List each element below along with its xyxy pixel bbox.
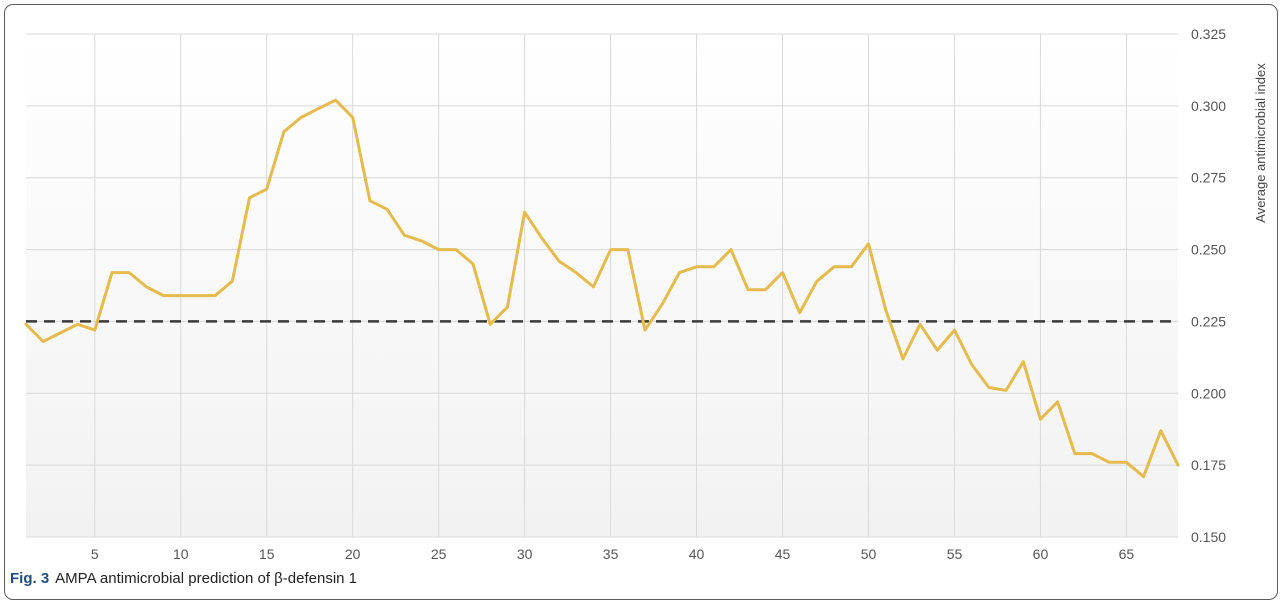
x-axis-ticks: 5 10 15 20 25 30 35 40 45 50 55 60 65 [91,546,1135,562]
x-tick-label: 50 [861,546,877,562]
grid-lines [26,33,1178,538]
plot-background [26,34,1178,537]
x-tick-label: 5 [91,546,99,562]
figure-caption: Fig. 3 AMPA antimicrobial prediction of β… [10,570,357,587]
y-tick-label: 0.150 [1191,529,1226,545]
x-tick-label: 45 [775,546,791,562]
figure-caption-text: AMPA antimicrobial prediction of β-defen… [55,570,358,587]
y-tick-label: 0.325 [1191,26,1226,42]
x-tick-label: 35 [603,546,619,562]
x-tick-label: 25 [431,546,447,562]
y-tick-label: 0.225 [1191,313,1226,329]
y-tick-label: 0.250 [1191,242,1226,258]
y-axis-title: Average antimicrobial index [1253,63,1268,223]
y-axis-ticks: 0.150 0.175 0.200 0.225 0.250 0.275 0.300 0.325 [1191,26,1226,545]
figure-label: Fig. 3 [10,570,50,587]
series-line [24,98,1180,479]
x-tick-label: 15 [259,546,275,562]
figure-frame [4,4,1278,600]
x-tick-label: 40 [689,546,705,562]
x-tick-label: 20 [345,546,361,562]
x-tick-label: 60 [1033,546,1049,562]
series-group [24,98,1180,479]
x-tick-label: 65 [1119,546,1135,562]
y-tick-label: 0.275 [1191,170,1226,186]
x-tick-label: 55 [947,546,963,562]
x-tick-label: 10 [173,546,189,562]
y-tick-label: 0.300 [1191,98,1226,114]
x-tick-label: 30 [517,546,533,562]
y-tick-label: 0.200 [1191,385,1226,401]
y-tick-label: 0.175 [1191,457,1226,473]
